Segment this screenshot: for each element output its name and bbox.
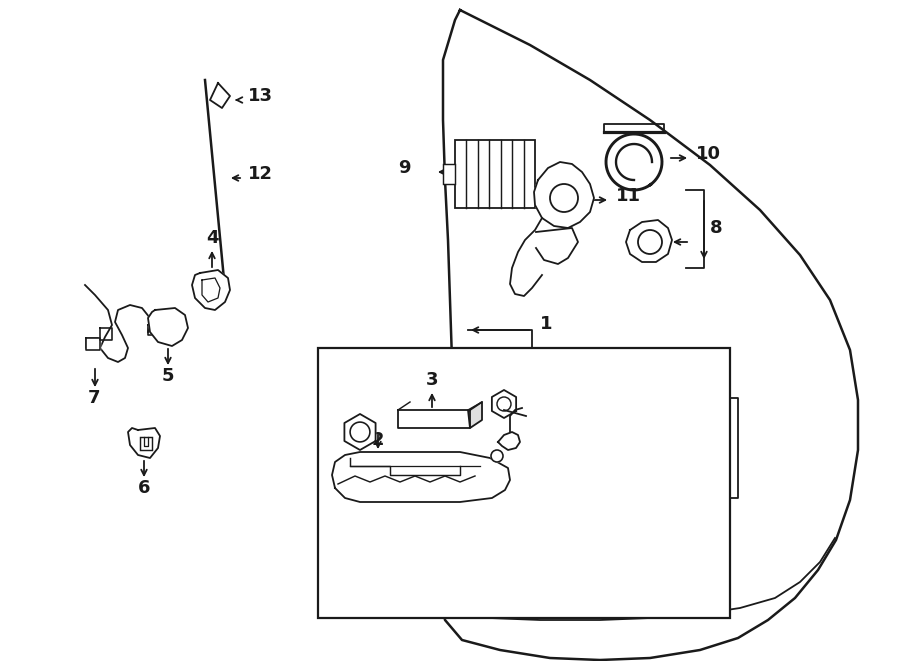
Text: 9: 9 [398,159,410,177]
Polygon shape [345,414,375,450]
Circle shape [638,230,662,254]
Text: 12: 12 [248,165,273,183]
Polygon shape [128,428,160,458]
Polygon shape [510,218,542,296]
Circle shape [497,397,511,411]
Circle shape [491,450,503,462]
Text: 7: 7 [88,389,101,407]
Circle shape [350,422,370,442]
Polygon shape [536,228,578,264]
Bar [140,437,152,450]
Text: 6: 6 [138,479,150,497]
Polygon shape [332,452,510,502]
Polygon shape [498,432,520,450]
Polygon shape [86,338,100,350]
Polygon shape [398,410,470,428]
Polygon shape [492,390,516,418]
Bar [455,140,535,208]
Bar [318,348,730,618]
Text: 3: 3 [426,371,438,389]
Text: 5: 5 [162,367,175,385]
Polygon shape [440,10,858,660]
Text: 2: 2 [372,431,384,449]
Bar [443,164,455,184]
Polygon shape [470,402,482,428]
Text: 11: 11 [616,187,641,205]
Text: 8: 8 [710,219,723,237]
Text: 4: 4 [206,229,219,247]
Circle shape [550,184,578,212]
Polygon shape [210,83,230,108]
Text: 13: 13 [248,87,273,105]
Text: 10: 10 [696,145,721,163]
Polygon shape [534,162,594,228]
Text: 1: 1 [540,315,553,333]
Polygon shape [192,270,230,310]
Polygon shape [148,308,188,346]
Polygon shape [626,220,672,262]
